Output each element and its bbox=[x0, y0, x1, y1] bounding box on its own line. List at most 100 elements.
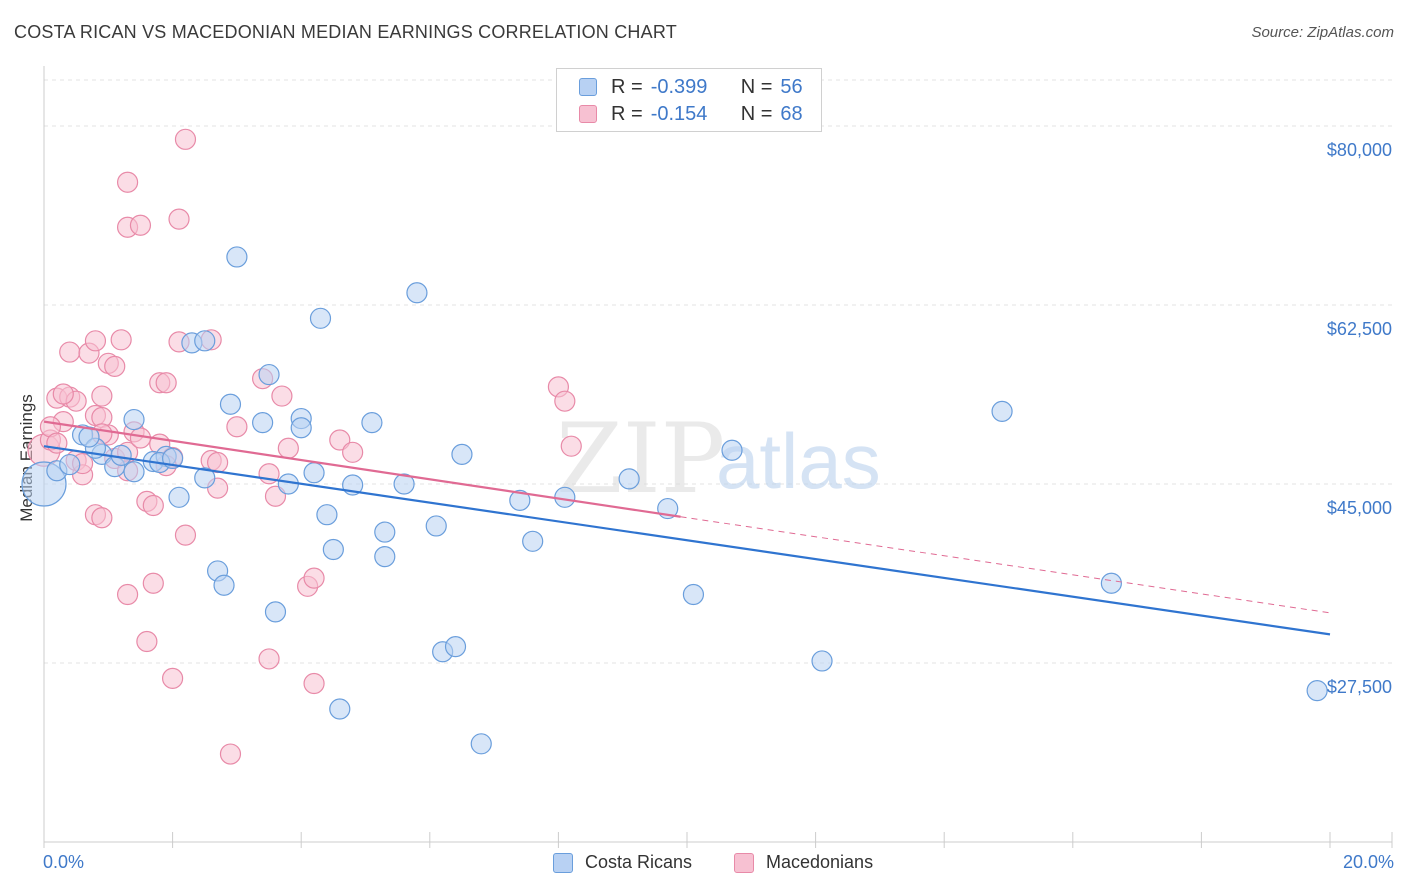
costa-rican-point bbox=[78, 426, 100, 448]
bottom-legend-label-costa: Costa Ricans bbox=[585, 852, 693, 872]
costa-rican-point bbox=[374, 521, 396, 543]
costa-rican-point bbox=[451, 443, 473, 465]
bottom-legend-macedonian: Macedonians bbox=[734, 852, 873, 873]
bottom-legend-swatch-pink bbox=[734, 852, 754, 873]
source-label: Source: ZipAtlas.com bbox=[1251, 24, 1394, 41]
macedonian-point bbox=[116, 583, 139, 606]
costa-rican-point bbox=[509, 489, 531, 511]
costa-rican-point bbox=[213, 574, 235, 596]
costa-rican-point bbox=[406, 282, 428, 304]
costa-rican-point bbox=[522, 530, 544, 552]
costa-rican-point bbox=[168, 486, 190, 508]
bottom-legend-label-macedonian: Macedonians bbox=[766, 852, 874, 872]
costa-rican-point bbox=[258, 363, 280, 386]
costa-rican-point bbox=[123, 408, 145, 431]
macedonian-point bbox=[52, 383, 74, 405]
macedonian-point bbox=[142, 494, 164, 517]
y-tick-labels: $80,000 $62,500 $45,000 $27,500 bbox=[1327, 140, 1392, 697]
costa-rican-point bbox=[309, 307, 332, 329]
y-tick-label: $27,500 bbox=[1327, 677, 1392, 697]
costa-rican-point bbox=[374, 546, 396, 568]
y-tick-label: $62,500 bbox=[1327, 319, 1392, 339]
macedonian-point bbox=[219, 743, 242, 765]
costa-rican-point bbox=[444, 636, 467, 658]
legend-row-macedonian: R = -0.154 N = 68 bbox=[579, 101, 803, 127]
costa-rican-point bbox=[393, 473, 415, 495]
legend-row-costa: R = -0.399 N = 56 bbox=[579, 74, 803, 100]
costa-rican-point bbox=[361, 412, 383, 434]
macedonian-point bbox=[155, 372, 177, 394]
y-tick-label: $45,000 bbox=[1327, 498, 1392, 518]
macedonian-point bbox=[91, 385, 113, 407]
y-tick-label: $80,000 bbox=[1327, 140, 1392, 160]
costa-rican-point bbox=[329, 698, 351, 720]
costa-rican-point bbox=[59, 453, 81, 476]
macedonian-point bbox=[104, 355, 126, 377]
costa-rican-point bbox=[470, 733, 492, 755]
legend-n-label: N = bbox=[740, 75, 773, 98]
costa-rican-point bbox=[721, 439, 743, 461]
x-tick-label-max: 20.0% bbox=[1342, 852, 1394, 872]
costa-rican-point bbox=[264, 601, 287, 623]
legend-r-label: R = bbox=[611, 75, 643, 98]
macedonian-point bbox=[554, 390, 576, 412]
macedonian-point bbox=[162, 667, 184, 689]
macedonian-point bbox=[226, 416, 248, 438]
trend-lines bbox=[43, 420, 1331, 636]
macedonian-point bbox=[264, 485, 287, 507]
legend-r-value-costa: -0.399 bbox=[650, 75, 708, 98]
bottom-legend-swatch-blue bbox=[553, 852, 573, 873]
costa-rican-point bbox=[991, 400, 1013, 422]
macedonian-point bbox=[303, 672, 325, 695]
costa-rican-point bbox=[811, 650, 833, 672]
costa-rican-trend-line bbox=[43, 445, 1331, 636]
costa-rican-point bbox=[303, 462, 325, 484]
bottom-legend-costa: Costa Ricans bbox=[553, 852, 692, 873]
legend-swatch-blue bbox=[579, 78, 597, 96]
correlation-legend: R = -0.399 N = 56 R = -0.154 N = 68 bbox=[556, 68, 822, 132]
macedonian-point bbox=[142, 572, 164, 594]
costa-rican-point bbox=[194, 467, 216, 489]
legend-r-value-macedonian: -0.154 bbox=[650, 102, 708, 125]
macedonian-point bbox=[342, 441, 364, 463]
legend-n-value-costa: 56 bbox=[780, 75, 803, 98]
macedonian-point bbox=[59, 341, 81, 363]
costa-rican-point bbox=[252, 412, 274, 434]
macedonian-point bbox=[110, 329, 132, 351]
costa-rican-point bbox=[682, 583, 705, 606]
macedonian-point bbox=[277, 437, 299, 459]
macedonian-point bbox=[271, 385, 293, 407]
macedonian-point bbox=[258, 648, 280, 670]
costa-rican-point bbox=[618, 468, 640, 490]
watermark: ZIP atlas bbox=[556, 403, 881, 515]
legend-r-label: R = bbox=[611, 102, 643, 125]
watermark-zip: ZIP bbox=[556, 403, 725, 515]
macedonian-point bbox=[91, 507, 113, 529]
chart-title: COSTA RICAN VS MACEDONIAN MEDIAN EARNING… bbox=[14, 22, 677, 42]
macedonian-point bbox=[136, 630, 158, 653]
macedonian-point bbox=[84, 330, 107, 352]
macedonian-point bbox=[174, 524, 197, 546]
costa-rican-point bbox=[219, 393, 242, 415]
x-tick-label-min: 0.0% bbox=[43, 852, 85, 872]
macedonian-point bbox=[329, 429, 351, 451]
costa-rican-point bbox=[226, 246, 248, 268]
macedonian-trend-extension bbox=[680, 516, 1331, 614]
macedonian-point bbox=[560, 435, 582, 457]
costa-rican-point bbox=[290, 417, 312, 439]
macedonian-point bbox=[116, 171, 139, 193]
costa-rican-point bbox=[316, 504, 338, 526]
macedonian-point bbox=[129, 214, 152, 236]
legend-n-value-macedonian: 68 bbox=[780, 102, 803, 125]
costa-rican-point bbox=[194, 330, 216, 352]
costa-rican-point bbox=[1100, 572, 1122, 594]
macedonian-point bbox=[168, 208, 190, 230]
macedonian-points bbox=[27, 128, 582, 765]
watermark-atlas: atlas bbox=[716, 417, 881, 505]
legend-n-label: N = bbox=[740, 102, 773, 125]
gridlines bbox=[44, 79, 1392, 664]
macedonian-point bbox=[303, 567, 325, 589]
costa-rican-point bbox=[1306, 680, 1328, 702]
macedonian-point bbox=[174, 128, 197, 150]
